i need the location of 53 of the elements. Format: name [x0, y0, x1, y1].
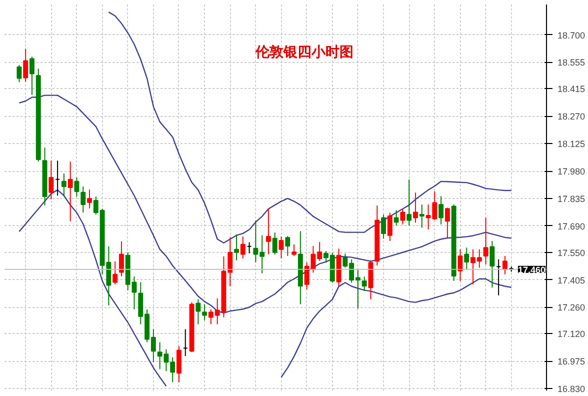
candlestick	[412, 192, 418, 224]
candlestick	[362, 276, 367, 292]
candlestick	[266, 208, 271, 255]
candlestick	[118, 240, 124, 277]
candlestick	[74, 176, 80, 198]
candlestick	[23, 48, 28, 82]
candlestick	[438, 196, 444, 225]
candlestick	[419, 204, 424, 228]
candlestick	[444, 207, 450, 238]
candlestick	[16, 64, 22, 83]
candlestick	[176, 346, 182, 383]
candlestick	[387, 212, 392, 242]
ref-line-label: 17.460	[518, 264, 546, 275]
candlestick	[400, 208, 406, 225]
candlestick	[202, 304, 208, 321]
y-tick-label: 16.830	[558, 384, 586, 394]
candlestick	[272, 232, 278, 255]
candlestick	[234, 234, 239, 261]
candlestick	[112, 260, 118, 285]
y-tick-label: 18.700	[558, 30, 586, 40]
candlestick	[394, 210, 399, 226]
candlestick	[196, 298, 201, 325]
y-tick-label: 17.550	[558, 248, 586, 258]
line-series	[108, 11, 512, 244]
candlestick	[80, 186, 86, 213]
candlestick	[87, 189, 92, 209]
candlestick	[68, 161, 73, 222]
y-tick-label: 18.555	[558, 58, 586, 68]
y-tick-label: 17.120	[558, 329, 586, 340]
y-tick-label: 17.690	[558, 221, 586, 232]
candlestick	[490, 240, 495, 288]
candlestick	[61, 172, 66, 198]
y-tick-label: 17.835	[558, 194, 586, 204]
y-tick-label: 17.260	[558, 302, 586, 313]
candlestick	[292, 244, 297, 256]
candlestick	[502, 255, 508, 275]
y-tick-label: 17.405	[558, 275, 586, 286]
y-tick-label: 18.415	[558, 84, 586, 94]
y-tick-label: 18.125	[558, 139, 586, 150]
candlestick	[285, 236, 290, 256]
y-tick-label: 18.270	[558, 112, 586, 122]
candlestick	[483, 217, 488, 265]
candlestick	[48, 160, 54, 200]
candlestick	[458, 248, 463, 282]
candlestick	[240, 236, 246, 259]
candlestick	[278, 236, 284, 259]
y-tick-label: 16.975	[558, 356, 586, 367]
candlestick	[381, 214, 386, 240]
y-tick-label: 17.980	[558, 166, 586, 177]
candlestick	[406, 179, 412, 226]
text: 伦敦银四小时图	[254, 44, 354, 60]
candlestick	[464, 247, 470, 270]
candlestick	[30, 56, 34, 96]
